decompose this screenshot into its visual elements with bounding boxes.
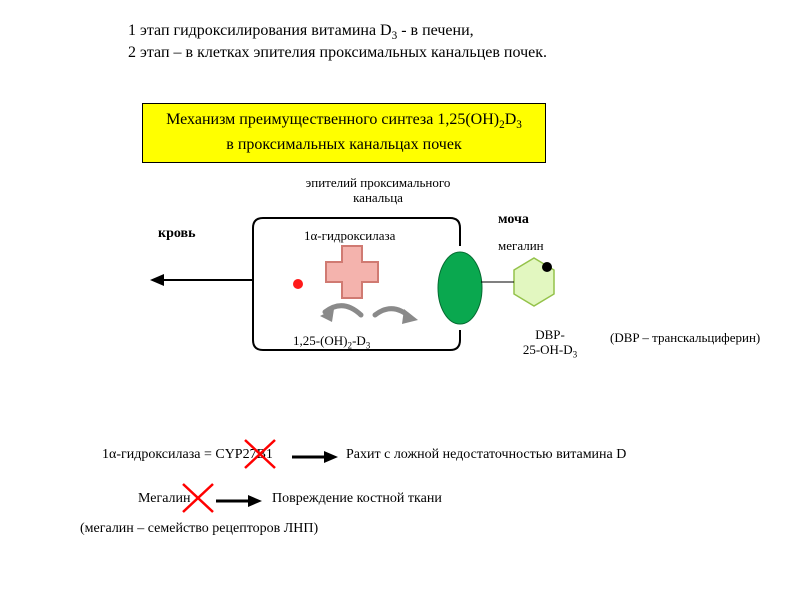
bottom-line2-right: Повреждение костной ткани: [272, 491, 442, 507]
label-hydroxylase: 1α-гидроксилаза: [304, 228, 395, 244]
label-dbp-note: (DBP – транскальциферин): [610, 330, 760, 346]
heading-line1-b: - в печени,: [397, 22, 473, 39]
label-dbp-bot: 25-OH-D3: [505, 343, 595, 360]
label-epithelium-bot: канальца: [278, 191, 478, 206]
heading-line1-a: 1 этап гидроксилирования витамина D: [128, 22, 392, 39]
bottom-line3: (мегалин – семейство рецепторов ЛНП): [80, 521, 318, 537]
yellow-line2: в проксимальных канальцах почек: [143, 133, 545, 156]
label-epithelium: эпителий проксимального канальца: [278, 176, 478, 206]
yellow-line1-b: D: [505, 111, 517, 128]
label-product-b: -D: [352, 333, 366, 348]
yellow-box: Механизм преимущественного синтеза 1,25(…: [142, 103, 546, 163]
arrow-icon-2: [216, 494, 262, 508]
heading-line1: 1 этап гидроксилирования витамина D3 - в…: [128, 22, 474, 42]
label-epithelium-top: эпителий проксимального: [278, 176, 478, 191]
label-dbp-top: DBP-: [505, 328, 595, 343]
label-product: 1,25-(OH)2-D3: [293, 333, 370, 351]
cross-icon-2: [180, 480, 216, 516]
bottom-line1-right: Рахит с ложной недостаточностью витамина…: [346, 447, 626, 463]
yellow-line1-sub2: 3: [516, 119, 522, 131]
yellow-line1-a: Механизм преимущественного синтеза 1,25(…: [166, 111, 499, 128]
arrow-icon-1: [292, 450, 338, 464]
label-product-sub2: 3: [366, 341, 371, 351]
cross-icon-1: [242, 436, 278, 472]
label-dbp: DBP- 25-OH-D3: [505, 328, 595, 360]
yellow-line1: Механизм преимущественного синтеза 1,25(…: [143, 108, 545, 133]
label-product-a: 1,25-(OH): [293, 333, 348, 348]
heading-line2: 2 этап – в клетках эпителия проксимальны…: [128, 44, 547, 62]
label-megalin: мегалин: [498, 238, 544, 254]
